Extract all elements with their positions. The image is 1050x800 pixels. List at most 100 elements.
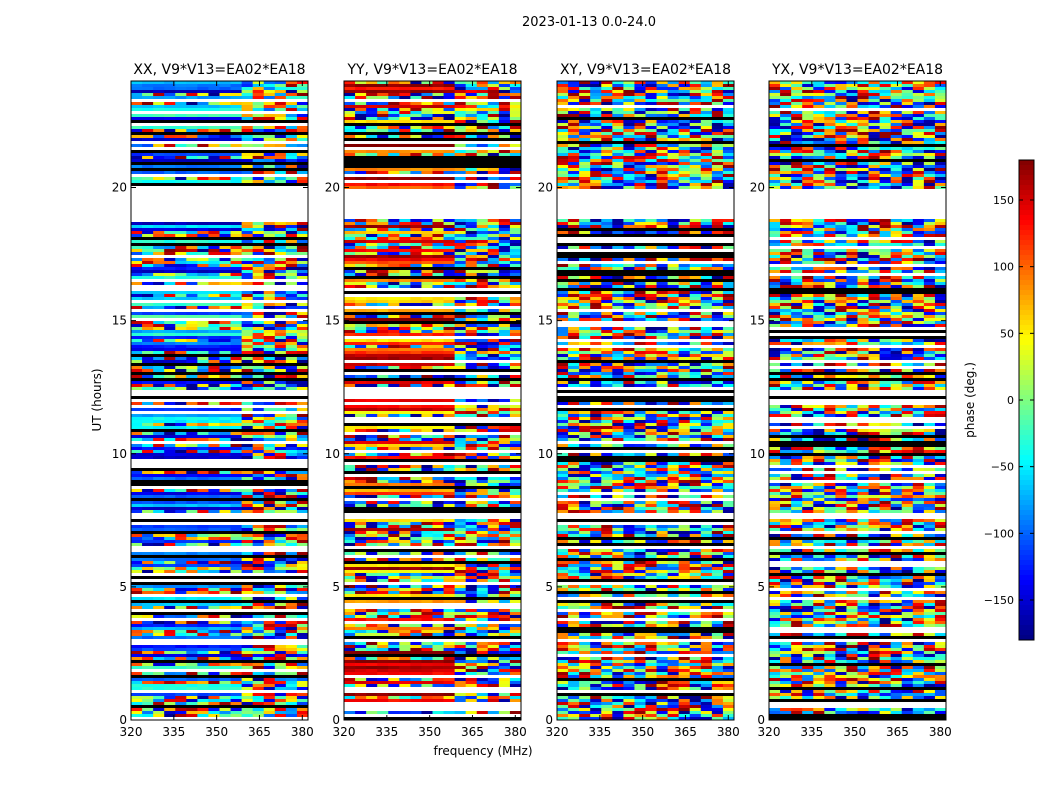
phase-cell xyxy=(219,426,231,429)
phase-cell xyxy=(487,243,500,246)
phase-cell xyxy=(465,81,478,84)
phase-cell xyxy=(388,273,400,276)
phase-cell xyxy=(421,519,433,522)
phase-cell xyxy=(131,330,143,333)
phase-cell xyxy=(197,630,209,633)
phase-cell xyxy=(465,90,478,93)
phase-cell xyxy=(219,672,231,675)
phase-cell xyxy=(197,375,209,378)
phase-cell xyxy=(498,219,511,222)
phase-cell xyxy=(164,282,176,285)
phase-cell xyxy=(656,96,669,99)
phase-cell xyxy=(142,135,154,138)
phase-cell xyxy=(432,648,444,651)
phase-cell xyxy=(667,132,680,135)
phase-cell xyxy=(131,570,143,573)
phase-cell xyxy=(164,273,176,276)
phase-cell xyxy=(285,711,298,714)
phase-cell xyxy=(454,300,467,303)
phase-cell xyxy=(377,330,389,333)
phase-cell xyxy=(175,456,187,459)
phase-cell xyxy=(421,261,433,264)
phase-cell xyxy=(498,543,511,546)
phase-cell xyxy=(186,231,198,234)
phase-cell xyxy=(153,87,165,90)
phase-cell xyxy=(421,354,433,357)
phase-cell xyxy=(465,300,478,303)
phase-cell xyxy=(388,105,400,108)
phase-cell xyxy=(465,627,478,630)
phase-cell xyxy=(476,570,489,573)
phase-cell xyxy=(399,483,411,486)
phase-cell xyxy=(142,471,154,474)
phase-cell xyxy=(186,684,198,687)
phase-cell xyxy=(509,309,522,312)
phase-cell xyxy=(487,279,500,282)
phase-cell xyxy=(263,528,276,531)
phase-cell xyxy=(454,384,467,387)
phase-cell xyxy=(432,246,444,249)
phase-cell xyxy=(296,345,309,348)
phase-cell xyxy=(263,234,276,237)
phase-cell xyxy=(263,489,276,492)
phase-cell xyxy=(164,444,176,447)
phase-cell xyxy=(634,93,646,96)
phase-cell xyxy=(443,495,456,498)
phase-cell xyxy=(366,252,378,255)
phase-cell xyxy=(454,645,467,648)
phase-cell xyxy=(465,366,478,369)
phase-cell xyxy=(355,495,367,498)
phase-cell xyxy=(399,567,411,570)
phase-cell xyxy=(175,537,187,540)
phase-cell xyxy=(443,309,456,312)
phase-cell xyxy=(197,180,209,183)
phase-cell xyxy=(465,435,478,438)
phase-cell xyxy=(410,129,422,132)
phase-cell xyxy=(623,168,635,171)
phase-cell xyxy=(432,453,444,456)
phase-cell xyxy=(432,468,444,471)
phase-cell xyxy=(601,135,613,138)
phase-cell xyxy=(153,672,165,675)
phase-cell xyxy=(366,426,378,429)
phase-cell xyxy=(344,81,356,84)
phase-cell xyxy=(186,561,198,564)
phase-cell xyxy=(443,468,456,471)
phase-cell xyxy=(285,537,298,540)
phase-cell xyxy=(388,441,400,444)
phase-cell xyxy=(175,267,187,270)
phase-cell xyxy=(667,129,680,132)
phase-cell xyxy=(153,357,165,360)
phase-cell xyxy=(700,99,713,102)
phase-cell xyxy=(131,246,143,249)
phase-cell xyxy=(197,114,209,117)
phase-cell xyxy=(487,468,500,471)
phase-cell xyxy=(142,138,154,141)
phase-cell xyxy=(186,657,198,660)
phase-cell xyxy=(465,342,478,345)
phase-cell xyxy=(410,237,422,240)
phase-cell xyxy=(509,243,522,246)
phase-cell xyxy=(366,384,378,387)
phase-cell xyxy=(197,627,209,630)
phase-cell xyxy=(153,702,165,705)
phase-cell xyxy=(432,534,444,537)
phase-cell xyxy=(344,627,356,630)
phase-cell xyxy=(230,222,243,225)
phase-cell xyxy=(142,267,154,270)
phase-cell xyxy=(410,234,422,237)
phase-cell xyxy=(285,246,298,249)
phase-cell xyxy=(498,309,511,312)
phase-cell xyxy=(230,324,243,327)
phase-cell xyxy=(388,237,400,240)
phase-cell xyxy=(623,102,635,105)
phase-cell xyxy=(454,249,467,252)
phase-cell xyxy=(186,180,198,183)
phase-cell xyxy=(388,576,400,579)
phase-cell xyxy=(634,102,646,105)
phase-cell xyxy=(443,126,456,129)
phase-cell xyxy=(421,429,433,432)
phase-cell xyxy=(285,501,298,504)
phase-cell xyxy=(601,177,613,180)
phase-cell xyxy=(722,150,735,153)
